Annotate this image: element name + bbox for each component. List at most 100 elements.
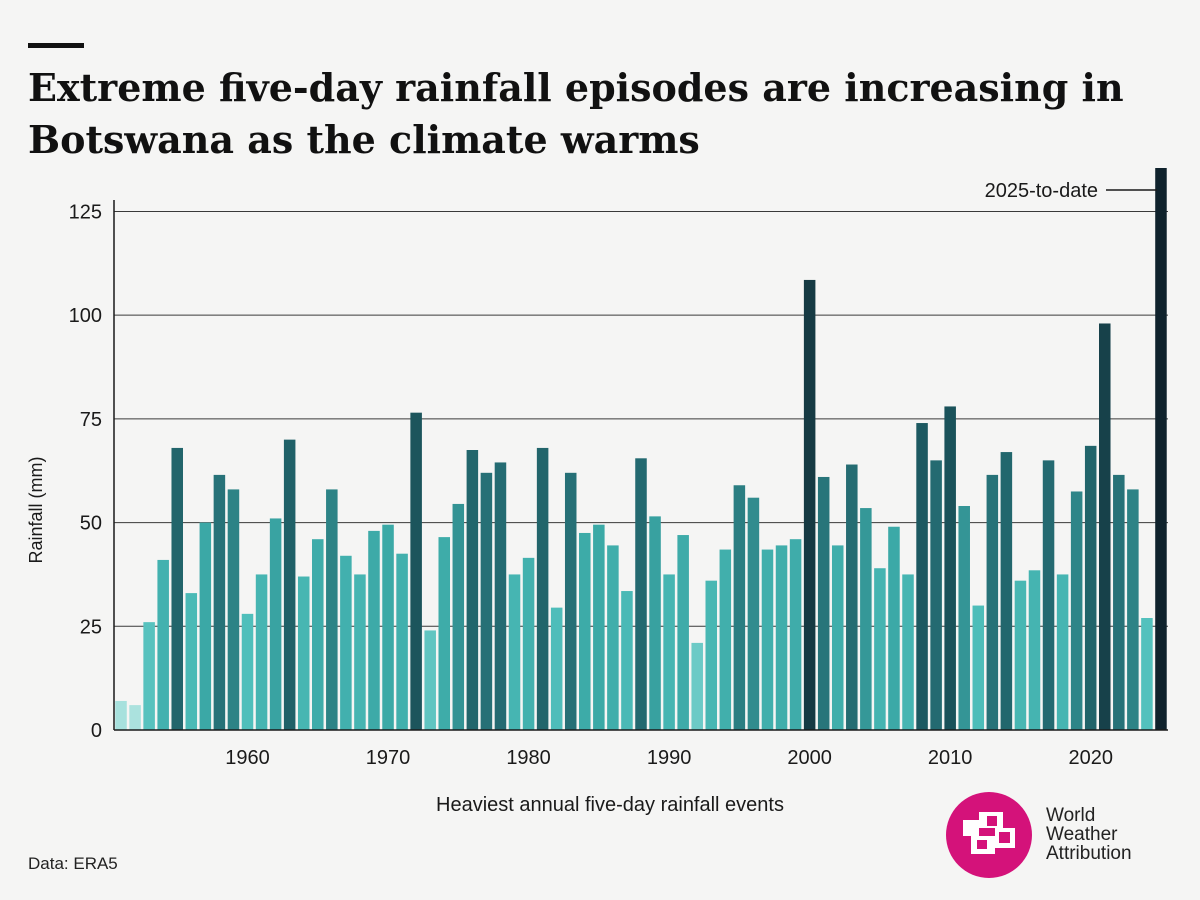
bar-1968 — [354, 574, 366, 730]
bar-2014 — [1000, 452, 1013, 730]
bar-2004 — [860, 508, 872, 730]
bar-1970 — [382, 524, 394, 730]
bar-1974 — [438, 537, 451, 730]
axes — [113, 200, 1168, 731]
bar-2010 — [944, 406, 956, 730]
bar-2017 — [1042, 460, 1055, 730]
bar-2023 — [1127, 489, 1139, 730]
bar-1958 — [213, 474, 226, 730]
x-axis-label: Heaviest annual five-day rainfall events — [436, 794, 784, 816]
wwa-logo: World Weather Attribution — [946, 792, 1186, 878]
bar-2005 — [874, 568, 886, 730]
bar-1976 — [466, 450, 479, 730]
bar-1985 — [593, 524, 605, 730]
bar-1959 — [227, 489, 240, 730]
bar-1994 — [719, 549, 732, 730]
title-accent-rule — [28, 43, 84, 48]
y-tick-label: 125 — [69, 201, 102, 223]
wwa-logo-glyph-icon — [963, 812, 1015, 854]
bar-2015 — [1014, 580, 1027, 730]
bar-1961 — [255, 574, 268, 730]
y-tick-label: 25 — [80, 616, 102, 638]
bar-1973 — [424, 630, 436, 730]
x-tick-label: 1990 — [647, 747, 692, 769]
bar-1956 — [185, 593, 198, 730]
bar-1965 — [312, 539, 324, 730]
bar-2003 — [846, 464, 858, 730]
bar-1955 — [171, 447, 183, 730]
bar-1991 — [677, 535, 689, 730]
bar-2007 — [902, 574, 914, 730]
bar-1983 — [564, 472, 577, 730]
logo-line-3: Attribution — [1046, 843, 1132, 864]
logo-line-1: World — [1046, 805, 1096, 826]
bar-1999 — [789, 539, 802, 730]
bar-2006 — [888, 526, 900, 730]
bar-2019 — [1070, 491, 1083, 730]
y-tick-label: 0 — [91, 720, 102, 742]
bar-1969 — [368, 530, 380, 730]
bar-1967 — [340, 555, 352, 730]
x-tick-label: 2000 — [787, 747, 832, 769]
x-tick-label: 2010 — [928, 747, 973, 769]
bar-2001 — [817, 476, 830, 730]
bar-1978 — [494, 462, 507, 730]
bar-1993 — [705, 580, 718, 730]
y-axis-label: Rainfall (mm) — [26, 456, 46, 563]
annotation-2025-to-date: 2025-to-date — [985, 180, 1098, 202]
bar-2021 — [1099, 323, 1111, 730]
y-tick-label: 50 — [80, 513, 102, 535]
tick-labels: 0 25 50 75 100 125 1960 1970 1980 1990 2000 2010 202… — [69, 201, 1113, 769]
bar-2011 — [958, 506, 970, 730]
bar-1966 — [326, 489, 338, 730]
logo-line-2: Weather — [1046, 824, 1118, 845]
bar-1975 — [452, 503, 465, 730]
chart-title: Extreme five-day rainfall episodes are i… — [28, 65, 1124, 162]
bar-2013 — [986, 474, 999, 730]
bar-2020 — [1084, 445, 1097, 730]
y-tick-label: 100 — [69, 305, 102, 327]
bar-1992 — [691, 642, 703, 730]
bar-1995 — [733, 485, 746, 730]
data-source-note: Data: ERA5 — [28, 854, 118, 873]
wwa-logo-mark-icon — [946, 792, 1032, 878]
bar-1972 — [410, 412, 422, 730]
bar-2009 — [930, 460, 942, 730]
bar-1971 — [396, 553, 408, 730]
bar-1951 — [115, 700, 127, 730]
bar-2018 — [1056, 574, 1069, 730]
bar-1987 — [621, 591, 633, 730]
bar-1952 — [129, 705, 141, 730]
bar-1964 — [297, 576, 310, 730]
bar-1986 — [607, 545, 619, 730]
bar-1998 — [775, 545, 788, 730]
y-tick-label: 75 — [80, 409, 102, 431]
bar-2002 — [831, 545, 844, 730]
bar-1989 — [649, 516, 661, 730]
bar-1954 — [157, 559, 169, 730]
bar-1953 — [143, 622, 155, 730]
x-tick-label: 1960 — [225, 747, 270, 769]
x-tick-label: 1980 — [506, 747, 551, 769]
bar-1981 — [536, 447, 549, 730]
bar-1988 — [635, 458, 647, 730]
bar-2012 — [972, 605, 985, 730]
bar-1963 — [283, 439, 296, 730]
bar-1990 — [663, 574, 675, 730]
bars — [115, 168, 1167, 730]
bar-2000 — [803, 279, 816, 730]
bar-1982 — [550, 607, 563, 730]
bar-2024 — [1141, 618, 1153, 730]
bar-1962 — [269, 518, 282, 730]
bar-1977 — [480, 472, 493, 730]
bar-2022 — [1113, 474, 1125, 730]
bar-1960 — [241, 613, 254, 730]
bar-1984 — [579, 532, 591, 730]
bar-1957 — [199, 522, 212, 730]
bar-1980 — [522, 557, 535, 730]
x-tick-label: 1970 — [366, 747, 411, 769]
bar-2016 — [1028, 570, 1041, 730]
bar-1997 — [761, 549, 774, 730]
bar-1979 — [508, 574, 521, 730]
x-tick-label: 2020 — [1068, 747, 1113, 769]
